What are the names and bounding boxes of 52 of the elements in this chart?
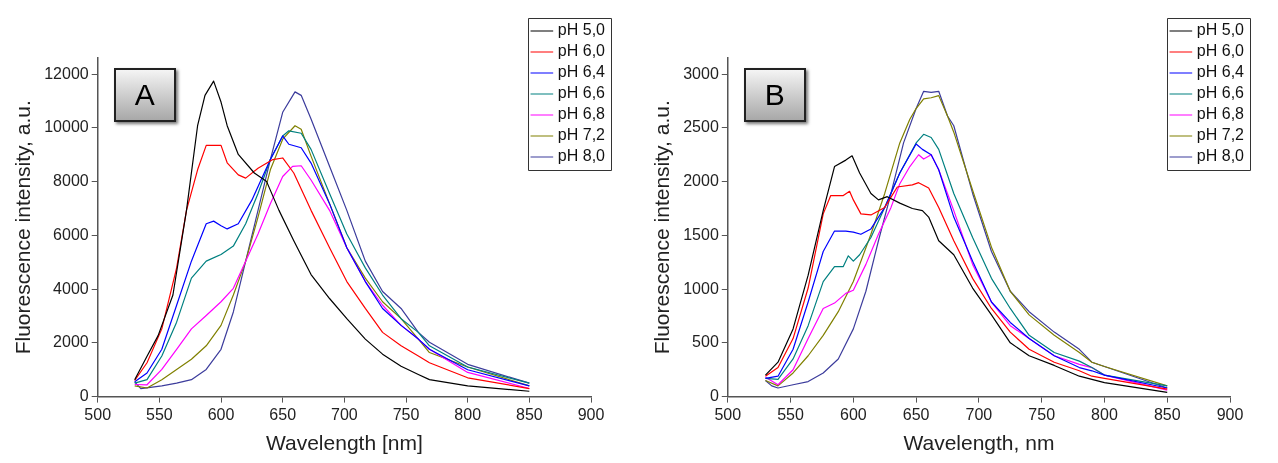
x-axis-title: Wavelength, nm	[903, 431, 1055, 455]
legend-label: pH 6,6	[1196, 84, 1245, 102]
legend-label: pH 5,0	[1196, 21, 1245, 39]
y-tick-label: 12000	[44, 64, 89, 82]
x-tick-label: 750	[392, 405, 420, 423]
x-tick-label: 900	[577, 405, 605, 423]
legend-label: pH 5,0	[557, 21, 606, 39]
legend-label: pH 6,6	[557, 84, 606, 102]
y-tick-label: 500	[692, 333, 719, 351]
x-tick-label: 850	[515, 405, 543, 423]
x-tick-label: 750	[1028, 405, 1056, 423]
legend-label: pH 7,2	[1196, 126, 1245, 144]
y-tick-label: 2000	[683, 172, 719, 190]
y-tick-label: 1500	[683, 225, 719, 243]
x-axis-title: Wavelength [nm]	[265, 431, 423, 455]
legend-label: pH 7,2	[557, 126, 606, 144]
annotation: A	[113, 68, 176, 122]
legend-label: pH 6,0	[557, 42, 606, 60]
x-tick-label: 650	[902, 405, 930, 423]
x-tick-label: 850	[1153, 405, 1181, 423]
y-tick-label: 0	[709, 387, 719, 405]
legend-label: pH 8,0	[1196, 147, 1245, 165]
y-tick-label: 2500	[683, 118, 719, 136]
x-tick-label: 500	[84, 405, 112, 423]
x-tick-label: 650	[269, 405, 297, 423]
annotation: B	[743, 68, 806, 122]
y-tick-label: 10000	[44, 118, 89, 136]
x-tick-label: 800	[1091, 405, 1118, 423]
x-tick-label: 550	[777, 405, 805, 423]
x-tick-label: 900	[1216, 405, 1244, 423]
legend-label: pH 6,8	[1196, 105, 1245, 123]
y-tick-label: 6000	[53, 225, 89, 243]
legend-label: pH 8,0	[557, 147, 606, 165]
x-tick-label: 600	[839, 405, 867, 423]
x-tick-label: 700	[330, 405, 358, 423]
y-axis-title: Fluorescence intensity, a.u.	[11, 100, 35, 355]
y-tick-label: 4000	[53, 279, 89, 297]
x-tick-label: 600	[207, 405, 235, 423]
legend-label: pH 6,0	[1196, 42, 1245, 60]
x-tick-label: 700	[965, 405, 993, 423]
legend-label: pH 6,4	[557, 63, 606, 81]
y-tick-label: 3000	[683, 64, 719, 82]
y-tick-label: 0	[79, 387, 89, 405]
x-tick-label: 550	[146, 405, 173, 423]
x-tick-label: 800	[454, 405, 482, 423]
legend-label: pH 6,4	[1196, 63, 1245, 81]
x-tick-label: 500	[714, 405, 742, 423]
y-tick-label: 1000	[683, 279, 719, 297]
legend-label: pH 6,8	[557, 105, 606, 123]
y-tick-label: 8000	[53, 172, 89, 190]
y-tick-label: 2000	[53, 333, 89, 351]
y-axis-title: Fluorescence intensity, a.u.	[650, 100, 674, 355]
